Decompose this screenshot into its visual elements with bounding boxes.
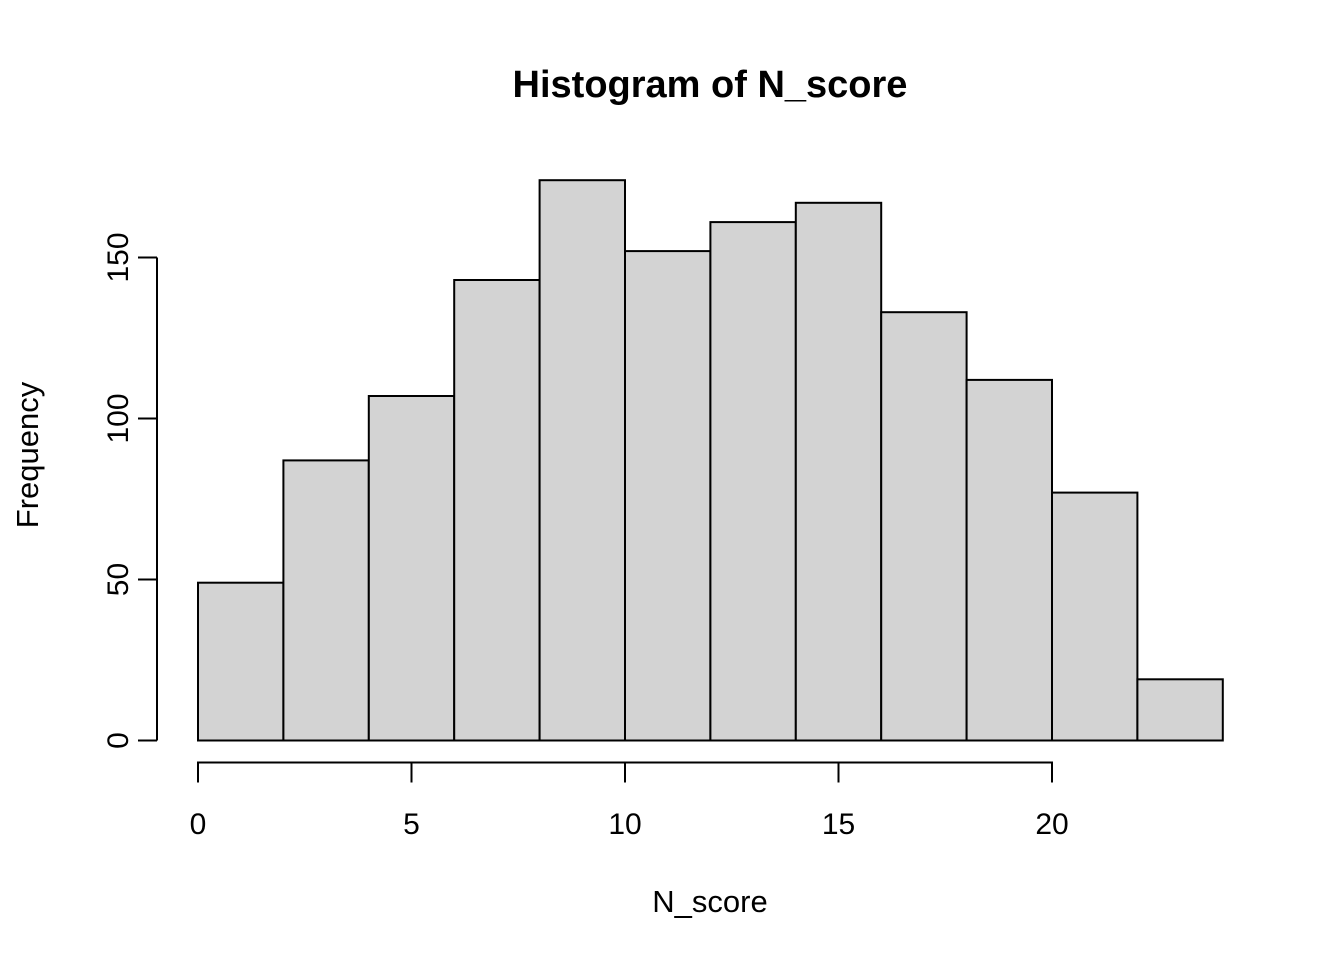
histogram-bar [965,378,1053,742]
histogram-bar [1136,678,1224,742]
histogram-bar [709,221,797,742]
y-axis-label: Frequency [10,381,45,528]
chart-title: Histogram of N_score [513,64,908,106]
x-tick-label: 5 [403,808,420,841]
axes-layer: 0 50 100 150 0 5 10 15 20 [102,232,1069,841]
histogram-bar [197,581,285,742]
histogram-bar [282,459,370,742]
x-tick-label: 15 [822,808,855,841]
y-tick-label: 50 [102,563,135,596]
histogram-bar [538,179,626,742]
y-tick-label: 0 [102,732,135,749]
histogram-bar [880,311,968,742]
histogram-bar [624,250,712,742]
x-axis-label: N_score [652,884,767,919]
y-tick-label: 100 [102,393,135,443]
bars-layer [197,179,1224,742]
histogram-bar [794,201,883,742]
x-tick-label: 0 [190,808,207,841]
histogram-bar [453,279,541,742]
x-tick-label: 20 [1035,808,1068,841]
histogram-bar [1051,491,1139,742]
histogram-bar [367,395,456,742]
y-tick-label: 150 [102,232,135,282]
x-tick-label: 10 [608,808,641,841]
